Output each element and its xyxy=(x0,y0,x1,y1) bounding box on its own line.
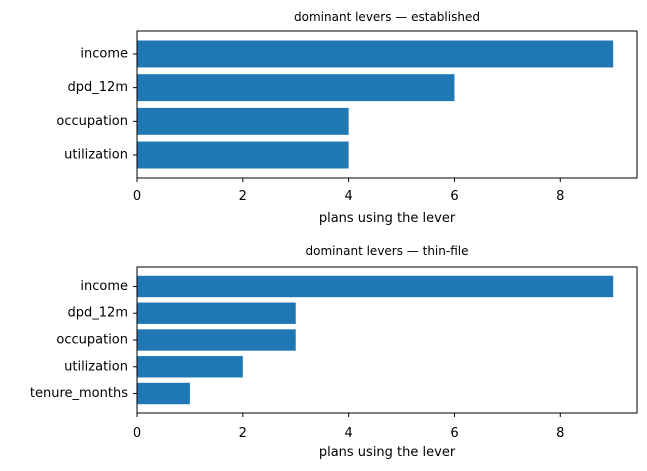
bar-tenure-months xyxy=(137,382,190,405)
y-tick-label: dpd_12m xyxy=(68,306,128,321)
bar-occupation xyxy=(137,329,296,351)
x-axis-label: plans using the lever xyxy=(319,445,456,460)
x-tick-label: 2 xyxy=(239,189,247,204)
y-tick-label: occupation xyxy=(56,333,128,348)
y-tick-label: utilization xyxy=(64,148,128,163)
x-tick-label: 8 xyxy=(556,189,564,204)
bar-income xyxy=(137,40,614,68)
plot-frame xyxy=(136,30,638,179)
x-tick-label: 4 xyxy=(344,189,352,204)
y-tick-label: tenure_months xyxy=(30,386,128,401)
y-tick-label: utilization xyxy=(64,359,128,374)
bar-dpd-12m xyxy=(137,302,296,324)
x-axis-label: plans using the lever xyxy=(319,211,456,226)
bar-dpd-12m xyxy=(137,74,455,102)
y-tick-label: dpd_12m xyxy=(68,80,128,95)
bar-income xyxy=(137,275,614,298)
x-tick-label: 8 xyxy=(556,426,564,441)
y-tick-label: income xyxy=(80,46,128,61)
y-tick-label: income xyxy=(80,279,128,294)
bar-occupation xyxy=(137,107,349,135)
bar-utilization xyxy=(137,356,243,378)
chart-title: dominant levers — established xyxy=(294,10,480,24)
x-tick-label: 6 xyxy=(450,189,458,204)
bar-utilization xyxy=(137,141,349,169)
x-tick-label: 0 xyxy=(133,189,141,204)
x-tick-label: 2 xyxy=(239,426,247,441)
x-tick-label: 6 xyxy=(450,426,458,441)
chart-title: dominant levers — thin-file xyxy=(306,244,469,258)
x-tick-label: 4 xyxy=(344,426,352,441)
x-tick-label: 0 xyxy=(133,426,141,441)
y-tick-label: occupation xyxy=(56,114,128,129)
